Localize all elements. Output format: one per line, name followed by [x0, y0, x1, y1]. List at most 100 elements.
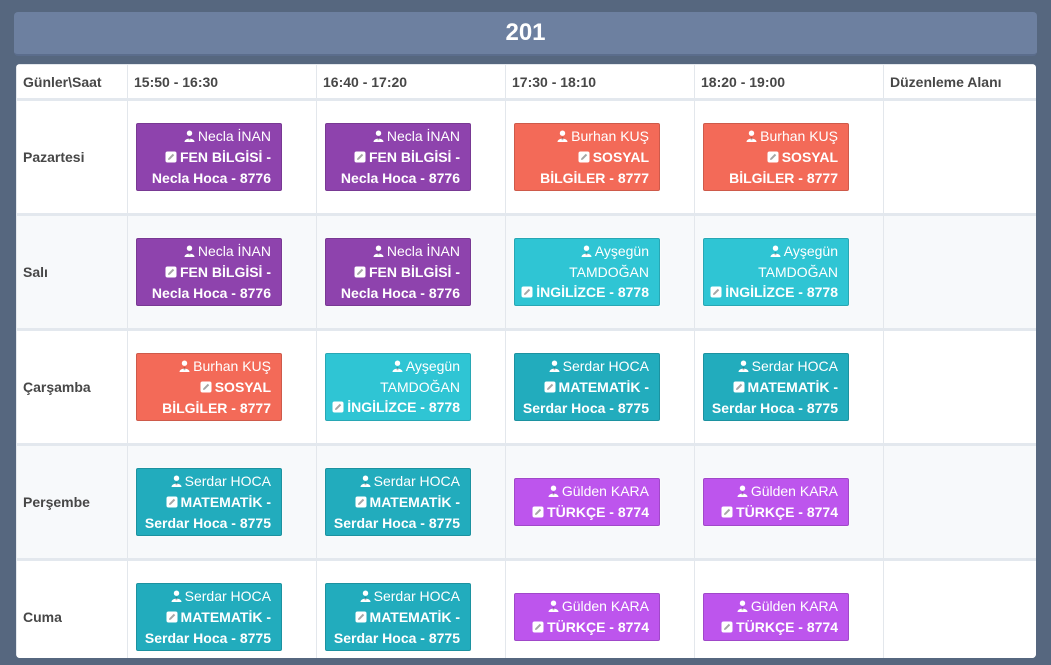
- subject-label: TÜRKÇE - 8774: [547, 504, 649, 520]
- user-icon: [373, 242, 384, 262]
- lesson-card[interactable]: Ayşegün TAMDOĞAN İNGİLİZCE - 8778: [514, 238, 660, 306]
- lesson-card[interactable]: Gülden KARA TÜRKÇE - 8774: [703, 593, 849, 641]
- day-row: Cuma Serdar HOCA MATEMATİK - Serdar Hoca -…: [16, 559, 1036, 658]
- teacher-name: Ayşegün TAMDOĞAN: [380, 358, 460, 395]
- lesson-card[interactable]: Burhan KUŞ SOSYAL BİLGİLER - 8777: [703, 123, 849, 191]
- schedule-slot[interactable]: Gülden KARA TÜRKÇE - 8774: [694, 559, 884, 658]
- schedule-slot[interactable]: Gülden KARA TÜRKÇE - 8774: [694, 444, 884, 561]
- user-icon: [737, 597, 748, 617]
- day-row: Pazartesi Necla İNAN FEN BİLGİSİ - Necla H…: [16, 99, 1036, 216]
- day-row: Perşembe Serdar HOCA MATEMATİK - Serdar Ho…: [16, 444, 1036, 561]
- user-icon: [581, 242, 592, 262]
- edit-area-cell[interactable]: [883, 329, 1036, 446]
- user-icon: [548, 482, 559, 502]
- lesson-card[interactable]: Gülden KARA TÜRKÇE - 8774: [514, 593, 660, 641]
- schedule-slot[interactable]: Serdar HOCA MATEMATİK - Serdar Hoca - 877…: [127, 559, 317, 658]
- edit-icon: [166, 608, 178, 628]
- edit-area-header: Düzenleme Alanı: [883, 64, 1036, 101]
- lesson-card[interactable]: Serdar HOCA MATEMATİK - Serdar Hoca - 877…: [703, 353, 849, 421]
- edit-area-cell[interactable]: [883, 444, 1036, 561]
- teacher-name: Gülden KARA: [750, 598, 838, 614]
- user-icon: [171, 472, 182, 492]
- subject-label: MATEMATİK - Serdar Hoca - 8775: [522, 379, 649, 416]
- edit-icon: [544, 378, 556, 398]
- corner-header: Günler\Saat: [16, 64, 128, 101]
- lesson-card[interactable]: Necla İNAN FEN BİLGİSİ - Necla Hoca - 877…: [325, 123, 471, 191]
- schedule-slot[interactable]: Burhan KUŞ SOSYAL BİLGİLER - 8777: [694, 99, 884, 216]
- user-icon: [557, 127, 568, 147]
- lesson-card[interactable]: Serdar HOCA MATEMATİK - Serdar Hoca - 877…: [136, 468, 282, 536]
- edit-area-cell[interactable]: [883, 99, 1036, 216]
- schedule-slot[interactable]: Gülden KARA TÜRKÇE - 8774: [505, 444, 695, 561]
- schedule-slot[interactable]: Serdar HOCA MATEMATİK - Serdar Hoca - 877…: [505, 329, 695, 446]
- subject-label: SOSYAL BİLGİLER - 8777: [162, 379, 271, 416]
- subject-label: SOSYAL BİLGİLER - 8777: [729, 149, 838, 186]
- subject-label: FEN BİLGİSİ - Necla Hoca - 8776: [340, 264, 460, 301]
- lesson-card[interactable]: Serdar HOCA MATEMATİK - Serdar Hoca - 877…: [325, 583, 471, 651]
- day-label: Perşembe: [16, 444, 128, 561]
- teacher-name: Necla İNAN: [197, 128, 271, 144]
- lesson-card[interactable]: Ayşegün TAMDOĞAN İNGİLİZCE - 8778: [325, 353, 471, 421]
- subject-label: TÜRKÇE - 8774: [736, 619, 838, 635]
- user-icon: [392, 357, 403, 377]
- subject-label: İNGİLİZCE - 8778: [725, 284, 838, 300]
- edit-area-cell[interactable]: [883, 559, 1036, 658]
- day-row: Salı Necla İNAN FEN BİLGİSİ - Necla Hoca -…: [16, 214, 1036, 331]
- schedule-slot[interactable]: Serdar HOCA MATEMATİK - Serdar Hoca - 877…: [316, 559, 506, 658]
- day-label: Pazartesi: [16, 99, 128, 216]
- schedule-slot[interactable]: Necla İNAN FEN BİLGİSİ - Necla Hoca - 877…: [316, 214, 506, 331]
- schedule-slot[interactable]: Ayşegün TAMDOĞAN İNGİLİZCE - 8778: [316, 329, 506, 446]
- schedule-slot[interactable]: Serdar HOCA MATEMATİK - Serdar Hoca - 877…: [694, 329, 884, 446]
- schedule-slot[interactable]: Gülden KARA TÜRKÇE - 8774: [505, 559, 695, 658]
- edit-icon: [354, 263, 366, 283]
- edit-icon: [354, 148, 366, 168]
- lesson-card[interactable]: Burhan KUŞ SOSYAL BİLGİLER - 8777: [136, 353, 282, 421]
- user-icon: [746, 127, 757, 147]
- edit-icon: [200, 378, 212, 398]
- lesson-card[interactable]: Burhan KUŞ SOSYAL BİLGİLER - 8777: [514, 123, 660, 191]
- edit-icon: [721, 618, 733, 638]
- subject-label: MATEMATİK - Serdar Hoca - 8775: [333, 609, 460, 646]
- schedule-slot[interactable]: Serdar HOCA MATEMATİK - Serdar Hoca - 877…: [127, 444, 317, 561]
- teacher-name: Necla İNAN: [386, 128, 460, 144]
- schedule-slot[interactable]: Burhan KUŞ SOSYAL BİLGİLER - 8777: [505, 99, 695, 216]
- lesson-card[interactable]: Serdar HOCA MATEMATİK - Serdar Hoca - 877…: [514, 353, 660, 421]
- lesson-card[interactable]: Serdar HOCA MATEMATİK - Serdar Hoca - 877…: [325, 468, 471, 536]
- user-icon: [770, 242, 781, 262]
- lesson-card[interactable]: Ayşegün TAMDOĞAN İNGİLİZCE - 8778: [703, 238, 849, 306]
- teacher-name: Gülden KARA: [750, 483, 838, 499]
- subject-label: SOSYAL BİLGİLER - 8777: [540, 149, 649, 186]
- teacher-name: Gülden KARA: [561, 483, 649, 499]
- lesson-card[interactable]: Gülden KARA TÜRKÇE - 8774: [703, 478, 849, 526]
- user-icon: [360, 587, 371, 607]
- teacher-name: Burhan KUŞ: [571, 128, 649, 144]
- schedule-slot[interactable]: Ayşegün TAMDOĞAN İNGİLİZCE - 8778: [505, 214, 695, 331]
- schedule-slot[interactable]: Burhan KUŞ SOSYAL BİLGİLER - 8777: [127, 329, 317, 446]
- edit-icon: [532, 618, 544, 638]
- lesson-card[interactable]: Necla İNAN FEN BİLGİSİ - Necla Hoca - 877…: [325, 238, 471, 306]
- lesson-card[interactable]: Necla İNAN FEN BİLGİSİ - Necla Hoca - 877…: [136, 238, 282, 306]
- schedule-slot[interactable]: Necla İNAN FEN BİLGİSİ - Necla Hoca - 877…: [127, 99, 317, 216]
- teacher-name: Ayşegün TAMDOĞAN: [569, 243, 649, 280]
- subject-label: İNGİLİZCE - 8778: [536, 284, 649, 300]
- slot-header: 18:20 - 19:00: [694, 64, 884, 101]
- user-icon: [360, 472, 371, 492]
- edit-icon: [532, 503, 544, 523]
- teacher-name: Serdar HOCA: [373, 588, 460, 604]
- user-icon: [184, 127, 195, 147]
- teacher-name: Serdar HOCA: [373, 473, 460, 489]
- user-icon: [171, 587, 182, 607]
- lesson-card[interactable]: Serdar HOCA MATEMATİK - Serdar Hoca - 877…: [136, 583, 282, 651]
- schedule-slot[interactable]: Necla İNAN FEN BİLGİSİ - Necla Hoca - 877…: [127, 214, 317, 331]
- edit-area-cell[interactable]: [883, 214, 1036, 331]
- user-icon: [549, 357, 560, 377]
- subject-label: FEN BİLGİSİ - Necla Hoca - 8776: [151, 264, 271, 301]
- schedule-slot[interactable]: Ayşegün TAMDOĞAN İNGİLİZCE - 8778: [694, 214, 884, 331]
- slot-header: 16:40 - 17:20: [316, 64, 506, 101]
- lesson-card[interactable]: Gülden KARA TÜRKÇE - 8774: [514, 478, 660, 526]
- lesson-card[interactable]: Necla İNAN FEN BİLGİSİ - Necla Hoca - 877…: [136, 123, 282, 191]
- schedule-slot[interactable]: Necla İNAN FEN BİLGİSİ - Necla Hoca - 877…: [316, 99, 506, 216]
- schedule-slot[interactable]: Serdar HOCA MATEMATİK - Serdar Hoca - 877…: [316, 444, 506, 561]
- teacher-name: Serdar HOCA: [184, 588, 271, 604]
- edit-icon: [710, 283, 722, 303]
